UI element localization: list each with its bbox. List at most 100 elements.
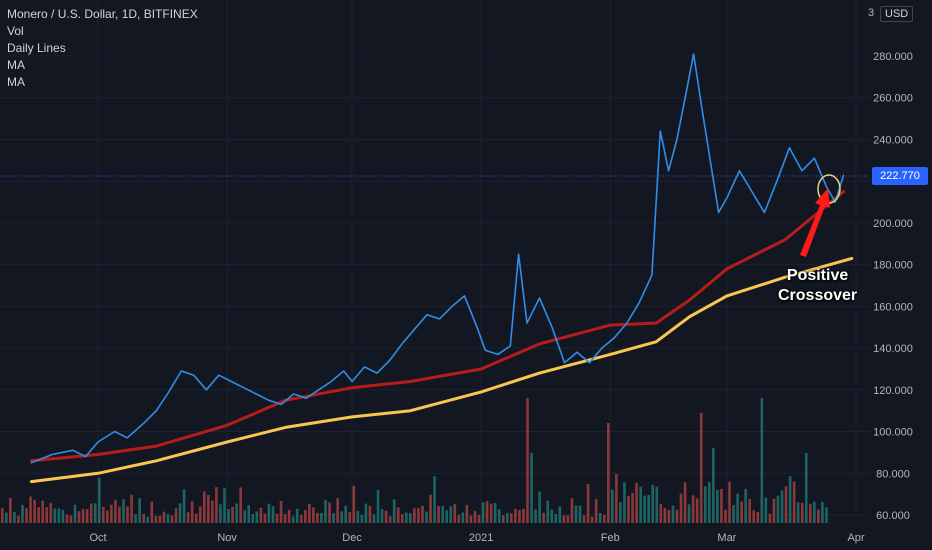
volume-bar [400, 514, 404, 523]
volume-bar [170, 515, 174, 523]
y-tick-label: 260.000 [873, 93, 913, 105]
volume-bar [506, 512, 509, 523]
volume-bar [433, 476, 436, 523]
series-lines [29, 53, 854, 484]
volume-bar [223, 488, 226, 523]
legend-title[interactable]: Monero / U.S. Dollar, 1D, BITFINEX [7, 7, 198, 21]
volume-bar [809, 503, 812, 523]
volume-bar [166, 514, 170, 523]
volume-bar [647, 494, 650, 523]
legend-item-vol[interactable]: Vol [7, 24, 24, 38]
legend-item-ma-1[interactable]: MA [7, 58, 25, 72]
volume-bar [73, 504, 77, 523]
volume-bar [542, 512, 545, 523]
currency-button[interactable]: USD [880, 6, 914, 22]
volume-bar [671, 505, 675, 523]
volume-bar [275, 513, 279, 523]
legend-item-ma-2[interactable]: MA [7, 75, 25, 89]
volume-bar [566, 515, 570, 523]
volume-bar [683, 482, 687, 523]
volume-bar [639, 486, 642, 523]
last-price-label: 222.770 [872, 167, 928, 185]
volume-bar [546, 500, 549, 523]
volume-bar [659, 503, 663, 523]
x-tick-label: Apr [847, 532, 864, 544]
volume-bar [784, 486, 788, 523]
volume-bar [501, 515, 505, 523]
volume-bar [239, 487, 242, 523]
volume-bar [756, 512, 760, 523]
legend-item-daily-lines[interactable]: Daily Lines [7, 41, 66, 55]
volume-bar [106, 510, 109, 523]
volume-bar [388, 516, 392, 523]
volume-bar [178, 503, 182, 523]
y-tick-label: 200.000 [873, 218, 913, 230]
volume-bar [409, 513, 412, 523]
volume-bar [740, 501, 743, 523]
volume-bar [663, 508, 667, 523]
x-tick-label: Dec [342, 532, 362, 544]
volume-bar [804, 453, 808, 523]
volume-bar [469, 515, 473, 523]
series-ma-yellow [29, 256, 854, 484]
volume-bar [69, 515, 73, 523]
volume-bar [453, 504, 457, 523]
volume-bar [429, 494, 432, 523]
volume-bar [336, 498, 339, 523]
volume-bar [518, 509, 521, 523]
y-tick-label: 120.000 [873, 385, 913, 397]
volume-bar [312, 507, 315, 523]
x-tick-label: 2021 [469, 532, 493, 544]
volume-bar [570, 498, 574, 523]
volume-bar [554, 513, 558, 523]
series-daily-lines [30, 53, 845, 464]
volume-bar [772, 498, 776, 523]
volume-bar [190, 501, 194, 523]
volume-bar [550, 509, 554, 523]
volume-bar [287, 509, 291, 523]
volume-bar [134, 514, 137, 523]
volume-bar [77, 511, 81, 523]
volume-bar [485, 500, 489, 523]
volume-bar [736, 493, 739, 523]
grid [0, 0, 870, 525]
volume-bar [9, 497, 12, 523]
volume-bar [667, 509, 671, 523]
volume-bar [687, 504, 691, 523]
volume-bar [45, 507, 49, 523]
volume-bar [295, 508, 299, 523]
volume-bar [558, 506, 562, 523]
volume-bar [744, 488, 747, 523]
volume-bar [271, 506, 275, 523]
volume-bar [481, 502, 485, 523]
volume-bar [352, 485, 356, 523]
volume-bar [207, 494, 210, 523]
volume-bar [421, 505, 424, 523]
volume-bar [17, 515, 20, 523]
volume-bar [510, 513, 513, 523]
volume-bar [158, 515, 162, 523]
volume-bar [611, 489, 614, 523]
volume-bar [299, 515, 303, 523]
volume-bar [534, 509, 537, 523]
volume-bar [198, 506, 202, 523]
volume-bar [122, 499, 125, 523]
x-tick-label: Oct [89, 532, 106, 544]
volume-bar [813, 501, 816, 523]
volume-bar [582, 515, 586, 523]
volume-bar [716, 490, 719, 523]
volume-bar [602, 514, 606, 523]
volume-bar [792, 481, 796, 523]
volume-bar [340, 511, 343, 523]
x-axis: Oct Nov Dec 2021 Feb Mar Apr [89, 532, 864, 544]
volume-bar [194, 513, 198, 523]
volume-bar [81, 509, 85, 523]
volume-bar [708, 482, 711, 523]
volume-bar [748, 498, 751, 523]
volume-bar [413, 508, 416, 523]
volume-bar [461, 512, 465, 523]
volume-bar [623, 482, 626, 523]
volume-bar [348, 512, 352, 523]
volume-bar [590, 516, 594, 523]
